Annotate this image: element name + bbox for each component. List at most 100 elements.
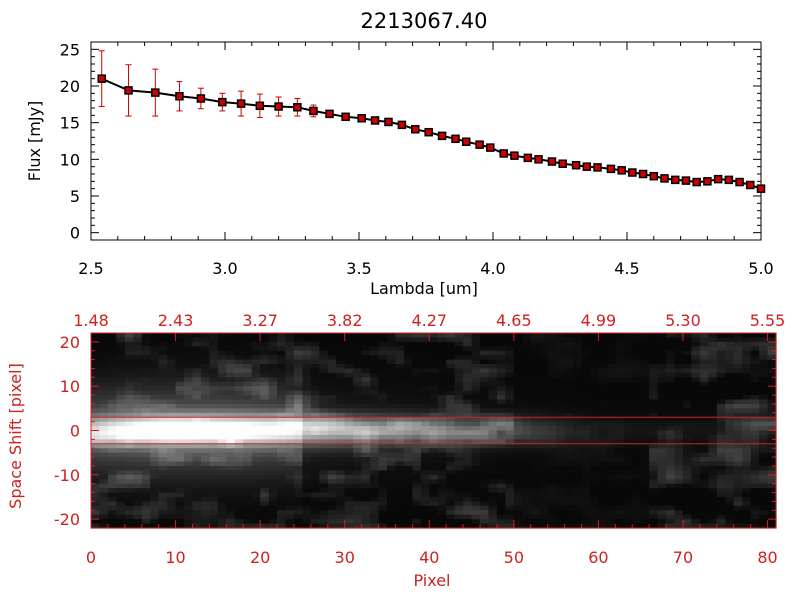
heatmap-cell — [522, 372, 532, 378]
heatmap-cell — [327, 457, 337, 463]
heatmap-cell — [133, 501, 143, 507]
heatmap-cell — [327, 483, 337, 489]
heatmap-cell — [344, 510, 354, 516]
heatmap-cell — [632, 470, 642, 476]
heatmap-cell — [581, 399, 591, 405]
heatmap-cell — [657, 457, 667, 463]
heatmap-cell — [733, 386, 743, 392]
heatmap-cell — [733, 510, 743, 516]
heatmap-cell — [581, 465, 591, 471]
heatmap-cell — [632, 377, 642, 383]
heatmap-cell — [91, 408, 101, 414]
heatmap-cell — [657, 519, 667, 525]
heatmap-cell — [759, 496, 769, 503]
heatmap-cell — [420, 492, 430, 498]
heatmap-cell — [682, 426, 693, 432]
heatmap-cell — [513, 483, 523, 489]
heatmap-cell — [733, 519, 743, 525]
heatmap-cell — [310, 381, 320, 387]
heatmap-cell — [141, 364, 151, 370]
heatmap-cell — [691, 395, 701, 401]
heatmap-cell — [386, 417, 397, 423]
heatmap-cell — [699, 430, 709, 436]
heatmap-cell — [556, 479, 566, 485]
heatmap-cell — [759, 430, 769, 436]
heatmap-cell — [691, 452, 701, 458]
heatmap-cell — [310, 417, 320, 423]
heatmap-cell — [733, 403, 743, 409]
heatmap-cell — [733, 408, 743, 414]
y-tick-label: 25 — [60, 40, 80, 59]
heatmap-cell — [606, 408, 616, 414]
heatmap-cell — [184, 372, 194, 378]
heatmap-cell — [209, 514, 219, 520]
heatmap-cell — [353, 430, 363, 436]
heatmap-cell — [116, 341, 126, 347]
heatmap-cell — [184, 519, 194, 525]
heatmap-cell — [564, 381, 574, 387]
y-tick-label: 15 — [60, 114, 80, 133]
heatmap-cell — [184, 426, 194, 432]
heatmap-cell — [742, 443, 752, 449]
heatmap-cell — [547, 368, 557, 374]
heatmap-cell — [319, 474, 329, 480]
heatmap-cell — [158, 377, 168, 383]
heatmap-cell — [649, 412, 659, 418]
heatmap-cell — [344, 341, 354, 347]
heatmap-cell — [361, 350, 371, 356]
heatmap-cell — [725, 403, 735, 409]
heatmap-cell — [353, 510, 363, 516]
heatmap-cell — [319, 479, 329, 485]
heatmap-cell — [209, 359, 219, 365]
heatmap-cell — [513, 403, 523, 409]
heatmap-cell — [733, 443, 743, 449]
heatmap-cell — [446, 492, 456, 498]
heatmap-cell — [742, 448, 752, 454]
heatmap-cell — [513, 412, 523, 418]
heatmap-cell — [623, 408, 633, 414]
heatmap-cell — [708, 372, 718, 378]
heatmap-cell — [539, 461, 549, 467]
heatmap-cell — [454, 390, 464, 396]
heatmap-cell — [691, 372, 701, 378]
heatmap-cell — [395, 412, 405, 418]
heatmap-cell — [674, 505, 684, 511]
heatmap-cell — [649, 434, 659, 440]
heatmap-cell — [124, 505, 134, 511]
heatmap-cell — [699, 381, 709, 387]
heatmap-cell — [412, 483, 422, 489]
heatmap-cell — [378, 483, 388, 489]
heatmap-cell — [167, 337, 177, 343]
heatmap-cell — [353, 492, 363, 498]
heatmap-cell — [463, 434, 473, 440]
heatmap-cell — [539, 492, 549, 498]
heatmap-cell — [708, 514, 718, 520]
heatmap-tick-marks — [90, 333, 776, 528]
heatmap-cell — [251, 523, 261, 529]
heatmap-cell — [116, 519, 126, 525]
heatmap-cell — [505, 465, 515, 471]
heatmap-cell — [175, 501, 185, 507]
heatmap-cell — [640, 341, 650, 347]
heatmap-cell — [209, 364, 219, 370]
heatmap-cell — [725, 457, 735, 463]
heatmap-cell — [420, 421, 430, 427]
heatmap-cell — [674, 403, 684, 409]
heatmap-cell — [184, 439, 194, 445]
heatmap-cell — [522, 341, 532, 347]
heatmap-cell — [327, 377, 337, 383]
heatmap-cell — [285, 492, 295, 498]
heatmap-cell — [293, 412, 304, 418]
heatmap-cell — [353, 483, 363, 489]
heatmap-cell — [716, 372, 726, 378]
heatmap-cell — [234, 501, 244, 507]
heatmap-cell — [615, 430, 625, 436]
heatmap-cell — [471, 372, 481, 378]
heatmap-cell — [91, 461, 101, 467]
heatmap-cell — [277, 510, 287, 516]
heatmap-cell — [446, 341, 456, 347]
heatmap-cell — [530, 461, 540, 467]
heatmap-cell — [361, 501, 371, 507]
heatmap-cell — [158, 372, 168, 378]
heatmap-cell — [217, 514, 227, 520]
